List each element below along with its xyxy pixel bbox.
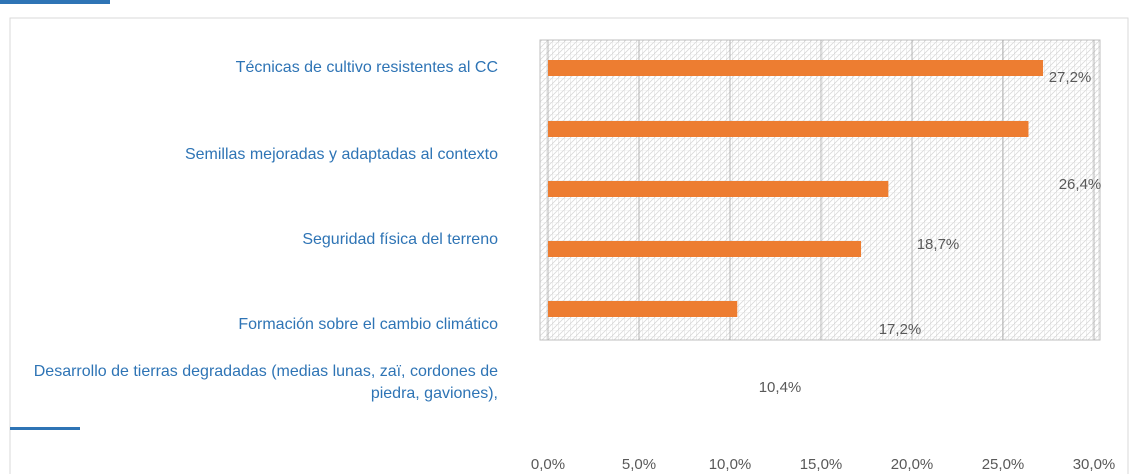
bar: [548, 60, 1044, 76]
value-label: 10,4%: [759, 379, 802, 396]
bar: [548, 121, 1029, 137]
value-label: 18,7%: [917, 236, 960, 253]
value-label: 17,2%: [879, 321, 922, 338]
bar: [548, 301, 738, 317]
footer-line: [10, 427, 80, 430]
category-label: Técnicas de cultivo resistentes al CC: [235, 59, 498, 76]
value-label: 26,4%: [1059, 176, 1102, 193]
category-label: Seguridad física del terreno: [302, 231, 498, 248]
category-label: Formación sobre el cambio climático: [238, 316, 498, 333]
title-underline: [0, 0, 110, 4]
bar: [548, 241, 862, 257]
chart-border: [9, 17, 1129, 474]
x-tick-label: 20,0%: [891, 456, 934, 473]
value-label: 27,2%: [1049, 69, 1092, 86]
category-label: Desarrollo de tierras degradadas (medias…: [33, 363, 498, 402]
x-tick-label: 30,0%: [1073, 456, 1116, 473]
x-tick-label: 15,0%: [800, 456, 843, 473]
bar: [548, 181, 889, 197]
category-label: Semillas mejoradas y adaptadas al contex…: [184, 146, 498, 163]
x-tick-label: 0,0%: [531, 456, 565, 473]
x-tick-label: 5,0%: [622, 456, 656, 473]
x-tick-label: 25,0%: [982, 456, 1025, 473]
x-tick-label: 10,0%: [709, 456, 752, 473]
